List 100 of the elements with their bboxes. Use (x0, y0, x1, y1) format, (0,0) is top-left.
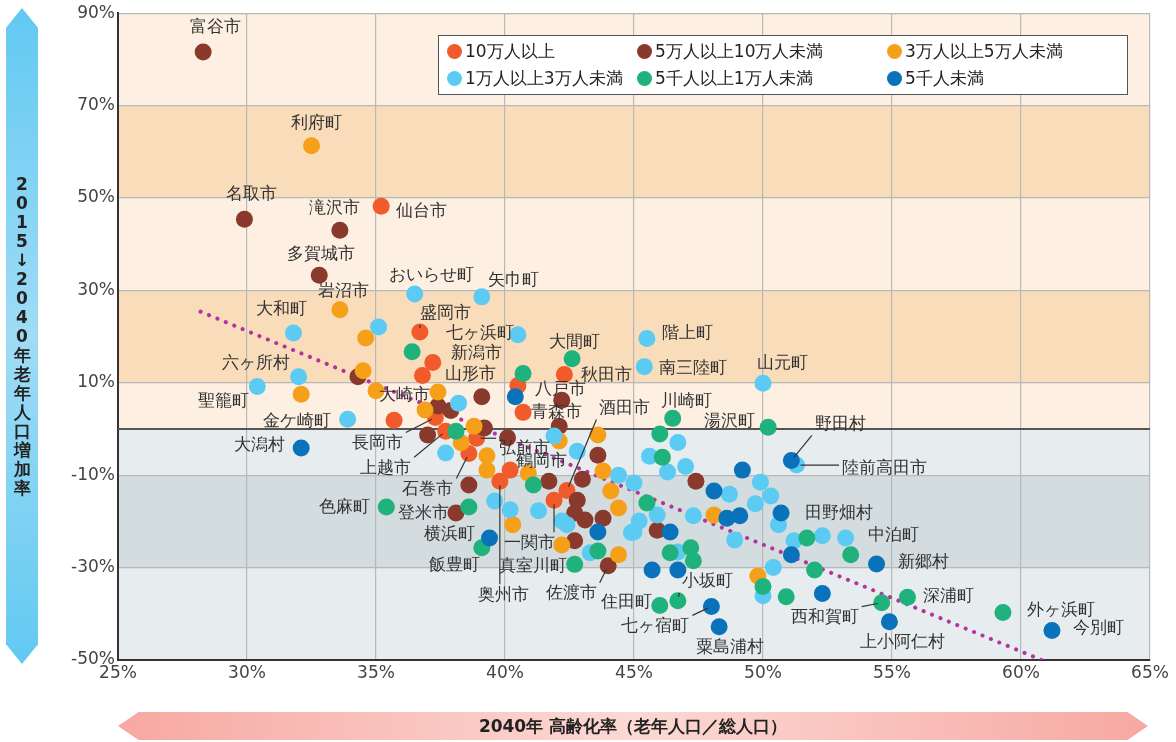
point (669, 592, 687, 610)
point (687, 472, 705, 490)
annotation: 矢巾町 (488, 269, 540, 290)
point (504, 516, 522, 534)
point (873, 594, 891, 612)
point (545, 491, 563, 509)
x-tick-label: 30% (228, 661, 266, 682)
y-tick-label: -10% (71, 463, 115, 484)
point (540, 472, 558, 490)
point (868, 555, 886, 573)
point (762, 487, 780, 505)
point (478, 461, 496, 479)
annotation: 陸前高田市 (842, 457, 928, 478)
annotation: 湯沢町 (703, 409, 755, 430)
legend-label: 5千人未満 (905, 67, 984, 90)
point (798, 529, 816, 547)
point (777, 588, 795, 606)
x-tick-label: 55% (873, 661, 911, 682)
point (733, 461, 751, 479)
point (372, 197, 390, 215)
annotation: 野田村 (814, 412, 866, 433)
annotation: 石巻市 (402, 477, 454, 498)
point (589, 542, 607, 560)
point (514, 403, 532, 421)
x-tick-label: 45% (615, 661, 653, 682)
point (610, 466, 628, 484)
point (772, 504, 790, 522)
point (684, 507, 702, 525)
point (357, 329, 375, 347)
point (661, 523, 679, 541)
annotation: 新郷村 (898, 551, 950, 572)
x-tick-label: 65% (1131, 661, 1169, 682)
legend-label: 5千人以上1万人未満 (655, 67, 813, 90)
y-tick-label: 30% (77, 278, 115, 299)
legend-label: 1万人以上3万人未満 (465, 67, 623, 90)
point (553, 536, 571, 554)
point (677, 457, 695, 475)
point (491, 472, 509, 490)
annotation: 奥州市 (478, 583, 530, 604)
annotation: 外ヶ浜町 (1026, 598, 1095, 619)
point (635, 358, 653, 376)
point (813, 527, 831, 545)
point (558, 516, 576, 534)
point (813, 584, 831, 602)
annotation: 山形市 (444, 362, 496, 383)
annotation: 一関市 (503, 531, 555, 552)
point (573, 470, 591, 488)
point (292, 385, 310, 403)
point (478, 447, 496, 465)
point (481, 529, 499, 547)
point (194, 43, 212, 61)
point (754, 374, 772, 392)
point (589, 426, 607, 444)
point (651, 596, 669, 614)
annotation: 色麻町 (318, 496, 370, 517)
annotation: 青森市 (530, 400, 582, 421)
annotation: 南三陸町 (659, 357, 728, 378)
annotation: 聖籠町 (197, 389, 249, 410)
point (303, 137, 320, 155)
point (354, 362, 372, 380)
point (898, 588, 916, 606)
point (702, 597, 720, 615)
annotation: 富谷市 (189, 16, 241, 37)
point (594, 462, 612, 480)
point (880, 613, 898, 631)
point (661, 544, 679, 562)
point (659, 463, 677, 481)
annotation: 階上町 (662, 321, 714, 342)
point (764, 559, 782, 577)
point (377, 498, 395, 516)
point (473, 388, 491, 406)
point (751, 473, 769, 491)
point (589, 523, 607, 541)
annotation: 今別町 (1073, 616, 1125, 637)
point (292, 439, 310, 457)
x-tick-label: 60% (1002, 661, 1040, 682)
point (460, 498, 478, 516)
point (437, 444, 455, 462)
y-tick-label: -30% (71, 556, 115, 577)
point (465, 417, 483, 435)
annotation: 名取市 (225, 182, 277, 203)
annotation: 大崎市 (378, 383, 430, 404)
point (594, 509, 612, 527)
legend-label: 5万人以上10万人未満 (655, 40, 824, 63)
annotation: 登米市 (398, 501, 450, 522)
point (450, 394, 468, 412)
annotation: 深浦町 (922, 584, 974, 605)
annotation: 上越市 (360, 456, 412, 477)
point (411, 323, 429, 341)
point (447, 422, 465, 440)
annotation: 山元町 (756, 351, 808, 372)
point (648, 506, 666, 524)
point (501, 501, 519, 519)
annotation: 滝沢市 (309, 196, 361, 217)
annotation: 大間町 (548, 331, 600, 352)
annotation: おいらせ町 (389, 263, 475, 284)
annotation: 田野畑村 (805, 501, 874, 522)
point (530, 502, 548, 520)
x-tick-label: 35% (357, 661, 395, 682)
point (731, 507, 749, 525)
